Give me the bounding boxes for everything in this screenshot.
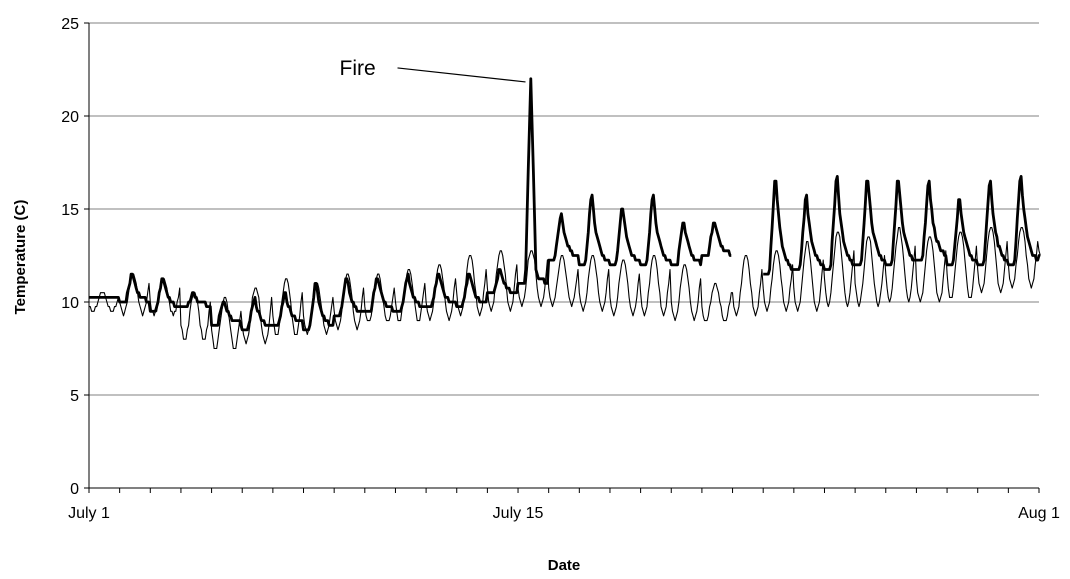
- y-tick-label-20: 20: [61, 109, 79, 126]
- y-tick-label-25: 25: [61, 16, 79, 33]
- y-axis-title: Temperature (C): [12, 200, 29, 315]
- x-tick-label: July 1: [68, 505, 110, 522]
- annotations: Fire: [340, 57, 526, 82]
- y-tick-label-10: 10: [61, 295, 79, 312]
- y-tick-label-15: 15: [61, 202, 79, 219]
- thin-series-line-segment: [89, 228, 1040, 349]
- fire-annotation-label: Fire: [340, 57, 376, 80]
- thick-series-line-segment: [763, 176, 1040, 274]
- y-tick-label-0: 0: [70, 481, 79, 498]
- x-tick-label: Aug 1: [1018, 505, 1060, 522]
- fire-annotation-leader: [398, 68, 526, 82]
- y-tick-label-5: 5: [70, 388, 79, 405]
- x-axis-title: Date: [548, 557, 581, 574]
- series-layer: [89, 79, 1040, 349]
- x-tick-label: July 15: [493, 505, 544, 522]
- axes: 0 5 10 15 20 25 July 1 July 15 Aug 1: [61, 16, 1060, 522]
